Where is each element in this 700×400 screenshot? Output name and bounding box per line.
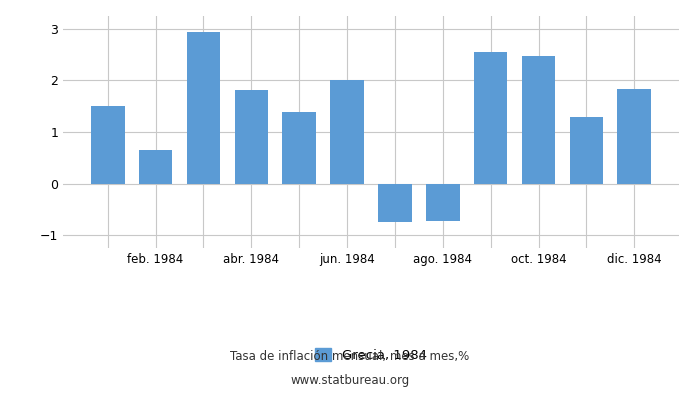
Text: www.statbureau.org: www.statbureau.org xyxy=(290,374,410,387)
Bar xyxy=(187,32,220,184)
Text: Tasa de inflación mensual, mes a mes,%: Tasa de inflación mensual, mes a mes,% xyxy=(230,350,470,363)
Bar xyxy=(91,106,125,184)
Bar xyxy=(570,116,603,184)
Bar xyxy=(378,184,412,222)
Bar xyxy=(617,89,651,184)
Bar xyxy=(283,112,316,184)
Bar xyxy=(139,150,172,184)
Bar xyxy=(474,52,508,184)
Bar xyxy=(234,90,268,184)
Legend: Grecia, 1984: Grecia, 1984 xyxy=(315,348,427,362)
Bar xyxy=(522,56,555,184)
Bar xyxy=(330,80,364,184)
Bar xyxy=(426,184,459,221)
